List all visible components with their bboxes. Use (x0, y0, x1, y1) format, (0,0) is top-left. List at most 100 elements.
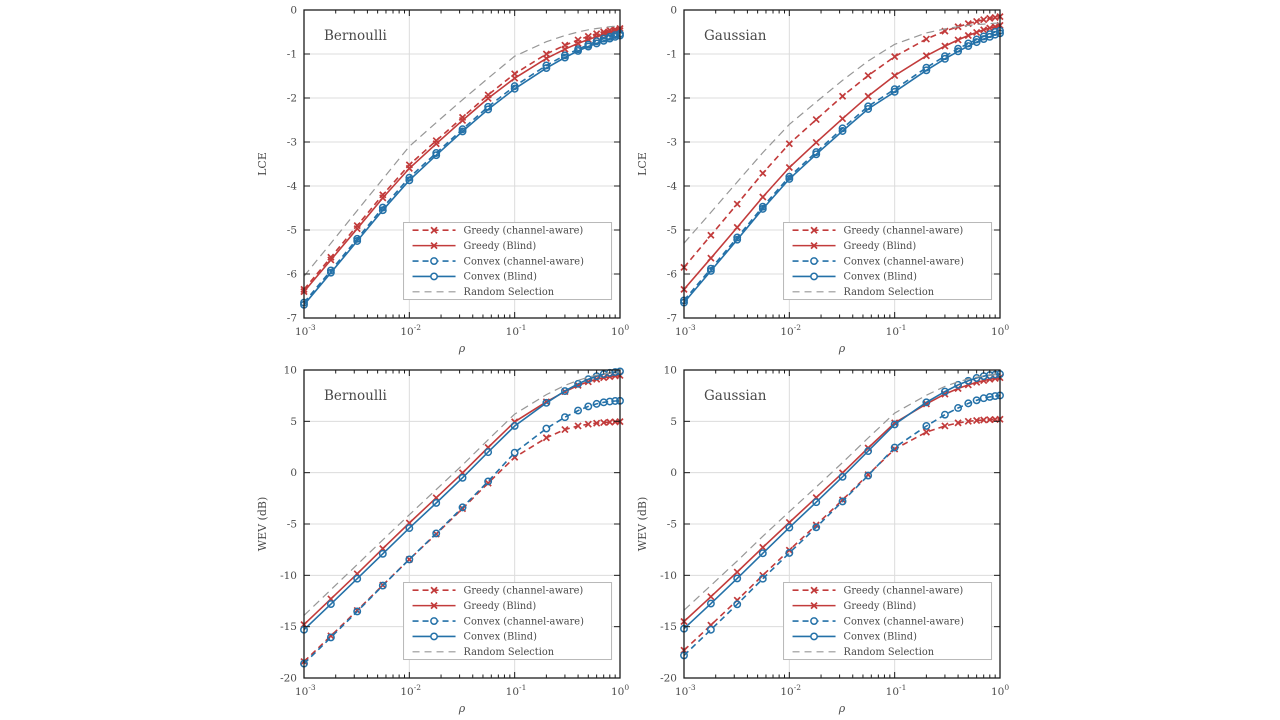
legend-entry-label: Convex (Blind) (464, 632, 538, 643)
x-axis-label: ρ (838, 342, 846, 355)
series-line-random-selection (303, 25, 621, 277)
series-markers-greedy-blind-x-marker (680, 21, 1004, 294)
svg-text:10-2: 10-2 (780, 323, 801, 338)
legend-entry-label: Random Selection (844, 287, 935, 298)
axes-box (303, 9, 621, 319)
x-tick-labels: 10-3 10-2 10-1 100 (675, 323, 1009, 338)
series-line-convex-blind (683, 32, 1001, 304)
svg-text:0: 0 (670, 5, 677, 17)
axes-box (303, 369, 621, 679)
plot-bottom-left-bernoulli-wev-svg: 10-3 10-2 10-1 100 10 5 0 -5 -10 -15 -20 Bernoulli W… (256, 365, 629, 716)
plot-bottom-left-bernoulli-wev: 10-3 10-2 10-1 100 10 5 0 -5 -10 -15 -20 Bernoulli W… (252, 360, 632, 720)
plot-corner-label: Gaussian (704, 28, 767, 44)
series-group (300, 24, 624, 309)
legend-entry-label: Greedy (channel-aware) (844, 226, 964, 237)
svg-text:5: 5 (290, 416, 297, 428)
svg-text:-7: -7 (287, 313, 297, 325)
x-tick-labels: 10-3 10-2 10-1 100 (295, 683, 629, 698)
plot-bottom-right-gaussian-wev: 10-3 10-2 10-1 100 10 5 0 -5 -10 -15 -20 Gaussian WE… (632, 360, 1012, 720)
legend-entry-label: Convex (channel-aware) (844, 616, 965, 627)
svg-text:-5: -5 (287, 519, 297, 531)
legend-entry-label: Convex (Blind) (464, 272, 538, 283)
svg-text:-20: -20 (660, 673, 677, 685)
legend-x-marker-icon (810, 242, 818, 250)
legend-entry-label: Greedy (channel-aware) (464, 586, 584, 597)
legend-o-marker-icon (810, 632, 818, 641)
svg-text:-2: -2 (287, 93, 297, 105)
plot-top-right-gaussian-lce-svg: 10-3 10-2 10-1 100 0 -1 -2 -3 -4 -5 -6 -7 Gaussian LC… (636, 5, 1009, 356)
legend-entry-label: Greedy (Blind) (464, 241, 537, 252)
x-tick-labels: 10-3 10-2 10-1 100 (295, 323, 629, 338)
legend-x-marker-icon (430, 586, 438, 594)
legend-x-marker-icon (430, 242, 438, 250)
series-group (680, 370, 1004, 660)
plot-bottom-right-gaussian-wev-svg: 10-3 10-2 10-1 100 10 5 0 -5 -10 -15 -20 Gaussian WE… (636, 365, 1009, 716)
svg-text:-20: -20 (280, 673, 297, 685)
x-axis-label: ρ (458, 702, 466, 715)
plot-corner-label: Gaussian (704, 388, 767, 404)
svg-text:-1: -1 (287, 49, 297, 61)
legend-o-marker-icon (810, 272, 818, 281)
series-line-random-selection (683, 373, 1001, 611)
y-axis-label: WEV (dB) (256, 497, 269, 551)
legend: Greedy (channel-aware) Greedy (Blind) Conv… (403, 222, 613, 301)
plot-top-right-gaussian-lce: 10-3 10-2 10-1 100 0 -1 -2 -3 -4 -5 -6 -7 Gaussian LC… (632, 0, 1012, 360)
svg-text:100: 100 (991, 683, 1009, 698)
svg-text:-15: -15 (660, 621, 677, 633)
legend-entry-label: Greedy (Blind) (464, 601, 537, 612)
svg-text:-4: -4 (287, 181, 298, 193)
svg-text:10-2: 10-2 (400, 683, 421, 698)
svg-text:-15: -15 (280, 621, 297, 633)
svg-text:-1: -1 (667, 49, 677, 61)
plot-top-left-bernoulli-lce: 10-3 10-2 10-1 100 0 -1 -2 -3 -4 -5 -6 -7 Bernoulli L… (252, 0, 632, 360)
legend-o-marker-icon (430, 272, 438, 281)
svg-text:-6: -6 (287, 269, 298, 281)
y-tick-labels: 0 -1 -2 -3 -4 -5 -6 -7 (287, 5, 298, 325)
svg-text:10-1: 10-1 (506, 683, 527, 698)
legend-entry-label: Greedy (channel-aware) (464, 226, 584, 237)
series-line-random-selection (683, 22, 1000, 244)
legend-entry-label: Convex (channel-aware) (844, 256, 965, 267)
legend-entry-label: Random Selection (844, 647, 935, 658)
legend: Greedy (channel-aware) Greedy (Blind) Conv… (783, 222, 993, 301)
y-axis-label: WEV (dB) (636, 497, 649, 551)
series-line-convex-blind (303, 34, 621, 306)
x-axis-label: ρ (458, 342, 466, 355)
svg-text:0: 0 (290, 467, 297, 479)
svg-text:0: 0 (670, 467, 677, 479)
svg-text:10: 10 (664, 365, 677, 377)
legend-entry-label: Convex (Blind) (844, 632, 918, 643)
x-tick-labels: 10-3 10-2 10-1 100 (675, 683, 1009, 698)
legend-o-marker-icon (810, 257, 818, 265)
svg-text:10-3: 10-3 (295, 323, 316, 338)
axes-box (683, 369, 1001, 679)
svg-text:-5: -5 (667, 225, 677, 237)
series-markers-convex-channel-aware-o-marker (680, 391, 1004, 660)
axes-box (683, 9, 1001, 319)
svg-text:-6: -6 (667, 269, 678, 281)
svg-text:-2: -2 (667, 93, 677, 105)
svg-text:100: 100 (611, 323, 629, 338)
svg-text:-3: -3 (667, 137, 677, 149)
svg-text:100: 100 (991, 323, 1009, 338)
series-line-convex-channel-aware (683, 394, 1001, 656)
x-axis-label: ρ (838, 702, 846, 715)
y-tick-labels: 10 5 0 -5 -10 -15 -20 (280, 365, 297, 685)
legend-entry-label: Convex (Blind) (844, 272, 918, 283)
svg-text:-5: -5 (287, 225, 297, 237)
legend-o-marker-icon (810, 617, 818, 625)
plot-corner-label: Bernoulli (324, 388, 388, 404)
series-line-random-selection (303, 371, 621, 616)
legend: Greedy (channel-aware) Greedy (Blind) Conv… (403, 582, 613, 661)
plot-top-left-bernoulli-lce-svg: 10-3 10-2 10-1 100 0 -1 -2 -3 -4 -5 -6 -7 Bernoulli L… (256, 5, 629, 356)
series-line-greedy-channel-aware (683, 418, 1001, 651)
svg-text:-3: -3 (287, 137, 297, 149)
legend: Greedy (channel-aware) Greedy (Blind) Conv… (783, 582, 993, 661)
legend-x-marker-icon (810, 226, 818, 234)
svg-text:-5: -5 (667, 519, 677, 531)
svg-text:5: 5 (670, 416, 677, 428)
svg-text:10-3: 10-3 (675, 683, 696, 698)
svg-text:10-3: 10-3 (295, 683, 316, 698)
legend-entry-label: Convex (channel-aware) (464, 616, 585, 627)
legend-entry-label: Random Selection (464, 287, 555, 298)
